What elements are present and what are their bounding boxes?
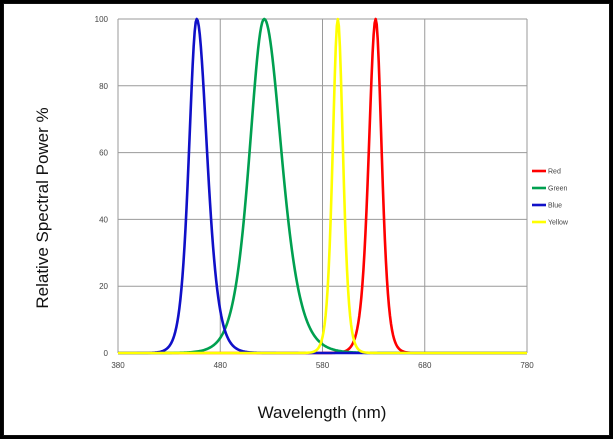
y-tick-label: 40 xyxy=(99,215,108,224)
series-line-yellow xyxy=(117,17,528,355)
y-tick-label: 20 xyxy=(99,282,108,291)
y-tick-label: 60 xyxy=(99,149,108,158)
spectrum-chart: 380 480 580 680 780 0 20 40 60 80 100 Red Green Blu… xyxy=(33,15,569,422)
x-tick-labels: 380 480 580 680 780 xyxy=(111,361,534,370)
legend-entry: Green xyxy=(548,186,568,193)
y-tick-label: 100 xyxy=(95,15,109,24)
y-tick-labels: 0 20 40 60 80 100 xyxy=(95,15,109,358)
x-tick-label: 480 xyxy=(214,361,228,370)
x-axis-label: Wavelength (nm) xyxy=(258,403,387,422)
x-tick-label: 380 xyxy=(111,361,125,370)
legend-entry: Blue xyxy=(548,203,562,210)
chart-panel: 380 480 580 680 780 0 20 40 60 80 100 Red Green Blu… xyxy=(3,3,610,436)
y-tick-label: 80 xyxy=(99,82,108,91)
y-axis-label: Relative Spectral Power % xyxy=(33,107,52,308)
legend-entry: Yellow xyxy=(548,220,569,227)
legend: Red Green Blue Yellow xyxy=(532,169,569,227)
x-tick-label: 780 xyxy=(520,361,534,370)
y-tick-label: 0 xyxy=(104,349,109,358)
legend-entry: Red xyxy=(548,169,561,176)
series-lines xyxy=(117,17,528,355)
x-tick-label: 580 xyxy=(316,361,330,370)
x-tick-label: 680 xyxy=(418,361,432,370)
